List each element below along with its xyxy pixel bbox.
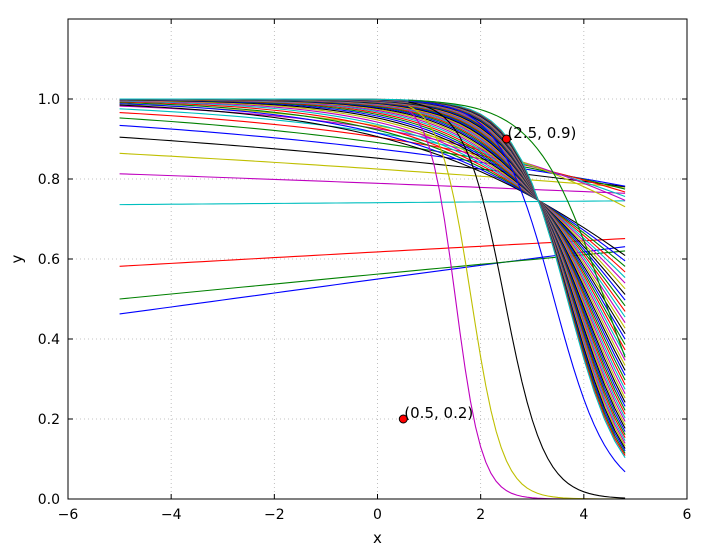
curve-line (119, 124, 626, 187)
curve-line (119, 173, 626, 194)
point-label: (0.5, 0.2) (404, 404, 473, 422)
curve-line (119, 152, 626, 188)
curve-line (119, 117, 626, 190)
curve-line (119, 105, 626, 201)
x-tick-label: 0 (373, 507, 382, 523)
curve-family (119, 98, 626, 499)
annotated-points: (0.5, 0.2) (2.5, 0.9) (398, 124, 576, 424)
curve-line (119, 98, 626, 441)
x-tick-label: −2 (264, 507, 285, 523)
curve-line (119, 98, 626, 438)
curve-line (119, 98, 626, 432)
data-point (501, 134, 511, 144)
curve-line (119, 98, 626, 399)
x-tick-label: −4 (161, 507, 182, 523)
curve-line (119, 250, 626, 300)
curve-line (119, 98, 626, 454)
y-tick-label: 0.8 (38, 172, 60, 188)
curve-line (119, 238, 626, 267)
curve-line (119, 98, 626, 435)
curve-line (119, 98, 626, 411)
curve-line (119, 98, 626, 422)
y-tick-label: 0.0 (38, 492, 60, 508)
y-tick-label: 0.2 (38, 412, 60, 428)
data-point (398, 414, 408, 424)
y-tick-label: 0.4 (38, 332, 60, 348)
curve-line (408, 101, 626, 499)
curve-line (119, 98, 626, 395)
point-label: (2.5, 0.9) (507, 124, 576, 142)
curve-line (119, 98, 626, 456)
curve-line (119, 98, 626, 403)
curve-line (119, 98, 626, 449)
x-axis: −6 −4 −2 0 2 4 6 (58, 19, 692, 523)
curve-line (119, 103, 626, 208)
grid (68, 19, 687, 499)
curve-line (119, 98, 626, 459)
curve-line (408, 100, 626, 473)
curve-line (119, 136, 626, 188)
y-tick-label: 1.0 (38, 92, 60, 108)
x-tick-label: −6 (58, 507, 79, 523)
curve-line (408, 99, 626, 358)
x-tick-label: 2 (476, 507, 485, 523)
curve-line (119, 98, 626, 444)
curve-line (119, 246, 626, 315)
y-axis-label: y (8, 254, 26, 263)
x-tick-label: 6 (683, 507, 692, 523)
x-axis-label: x (373, 529, 382, 547)
y-tick-label: 0.6 (38, 252, 60, 268)
curve-line (119, 200, 626, 206)
y-axis: 0.0 0.2 0.4 0.6 0.8 1.0 (38, 92, 687, 508)
x-tick-label: 4 (579, 507, 588, 523)
curve-line (119, 98, 626, 447)
